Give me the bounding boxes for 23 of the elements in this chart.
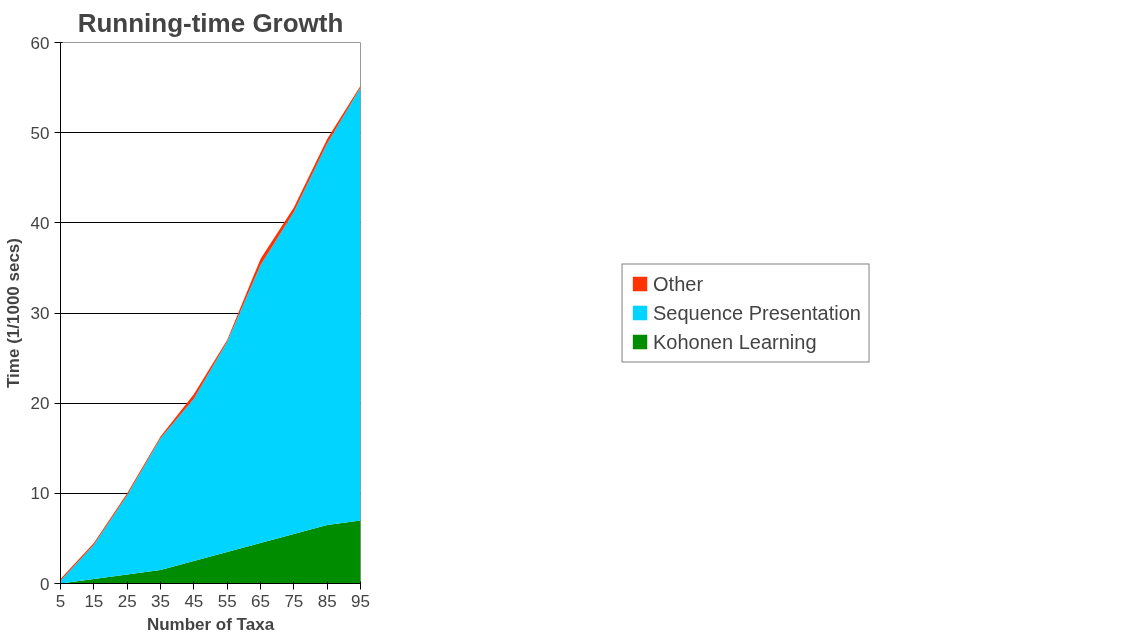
legend-label: Sequence Presentation	[653, 301, 861, 324]
x-tick-label: 45	[184, 591, 204, 611]
y-axis-title: Time (1/1000 secs)	[3, 238, 23, 388]
x-tick-label: 95	[351, 591, 370, 611]
y-tick-label: 40	[30, 213, 50, 233]
y-tick-label: 20	[30, 394, 50, 414]
y-tick-label: 10	[30, 484, 50, 504]
x-axis-title: Number of Taxa	[146, 614, 275, 634]
x-tick-label: 35	[151, 591, 170, 611]
y-tick-label: 60	[30, 33, 50, 53]
legend-label: Other	[653, 272, 704, 295]
x-tick-label: 5	[55, 591, 66, 611]
x-tick-label: 65	[251, 591, 270, 611]
chart-title: Running-time Growth	[77, 7, 344, 38]
x-tick-label: 75	[284, 591, 304, 611]
y-tick-label: 30	[30, 304, 50, 323]
y-tick-label: 0	[40, 574, 50, 594]
x-tick-label: 85	[317, 591, 337, 611]
x-tick-label: 55	[217, 591, 237, 611]
legend-label: Kohonen Learning	[653, 330, 817, 353]
y-tick-label: 50	[30, 123, 50, 143]
x-tick-label: 15	[84, 591, 104, 611]
x-tick-label: 25	[117, 591, 137, 611]
